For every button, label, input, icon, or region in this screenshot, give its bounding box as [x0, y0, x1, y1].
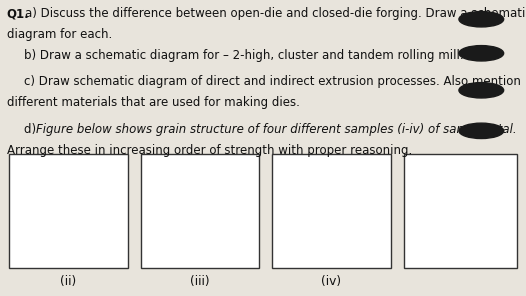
Text: different materials that are used for making dies.: different materials that are used for ma… [7, 96, 300, 109]
Text: a) Discuss the difference between open-die and closed-die forging. Draw a schema: a) Discuss the difference between open-d… [25, 7, 526, 20]
Bar [404, 154, 517, 268]
Text: (iii): (iii) [190, 275, 210, 288]
Ellipse shape [459, 123, 504, 139]
Text: Arrange these in increasing order of strength with proper reasoning.: Arrange these in increasing order of str… [7, 144, 412, 157]
Text: (iv): (iv) [321, 275, 341, 288]
Text: c) Draw schematic diagram of direct and indirect extrusion processes. Also menti: c) Draw schematic diagram of direct and … [24, 75, 521, 89]
Text: b) Draw a schematic diagram for – 2-high, cluster and tandem rolling mill.: b) Draw a schematic diagram for – 2-high… [24, 49, 463, 62]
Text: diagram for each.: diagram for each. [7, 28, 112, 41]
Ellipse shape [459, 46, 504, 61]
Bar [9, 154, 128, 268]
Bar [272, 154, 391, 268]
Text: (ii): (ii) [60, 275, 76, 288]
Bar [141, 154, 259, 268]
Ellipse shape [459, 83, 504, 98]
Text: Q1.: Q1. [7, 7, 29, 20]
Ellipse shape [459, 12, 504, 27]
Text: Figure below shows grain structure of four different samples (i-iv) of same meta: Figure below shows grain structure of fo… [36, 123, 517, 136]
Text: d): d) [24, 123, 39, 136]
